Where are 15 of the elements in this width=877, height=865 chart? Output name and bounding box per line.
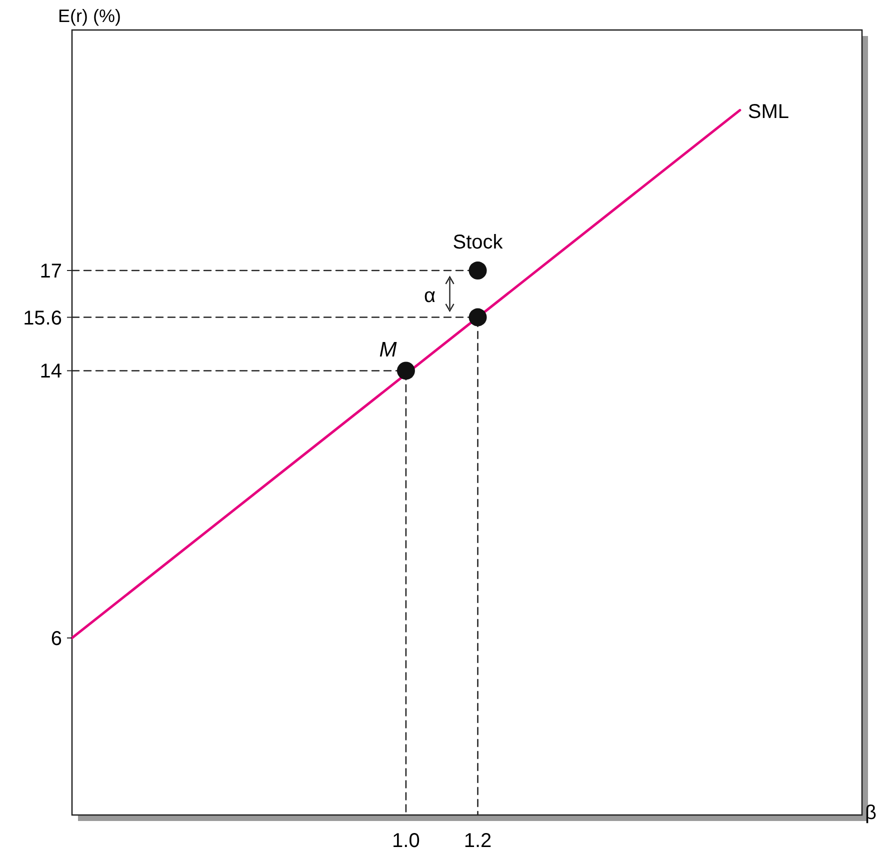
series-label: SML [748, 101, 790, 124]
point [396, 362, 415, 380]
annotation: Stock [452, 232, 504, 254]
y-tick-label: 14 [40, 360, 62, 383]
annotation: M [379, 338, 398, 362]
y-axis-title: E(r) (%) [58, 6, 121, 26]
annotation: α [424, 284, 436, 307]
x-tick-label: 1.2 [464, 830, 492, 852]
y-tick-label: 6 [50, 628, 62, 650]
y-tick-label: 15.6 [23, 307, 62, 330]
x-axis-title: β [865, 802, 877, 824]
x-tick-label: 1.0 [392, 830, 420, 852]
point [468, 308, 487, 326]
point [468, 262, 487, 280]
y-tick-label: 17 [40, 260, 62, 283]
